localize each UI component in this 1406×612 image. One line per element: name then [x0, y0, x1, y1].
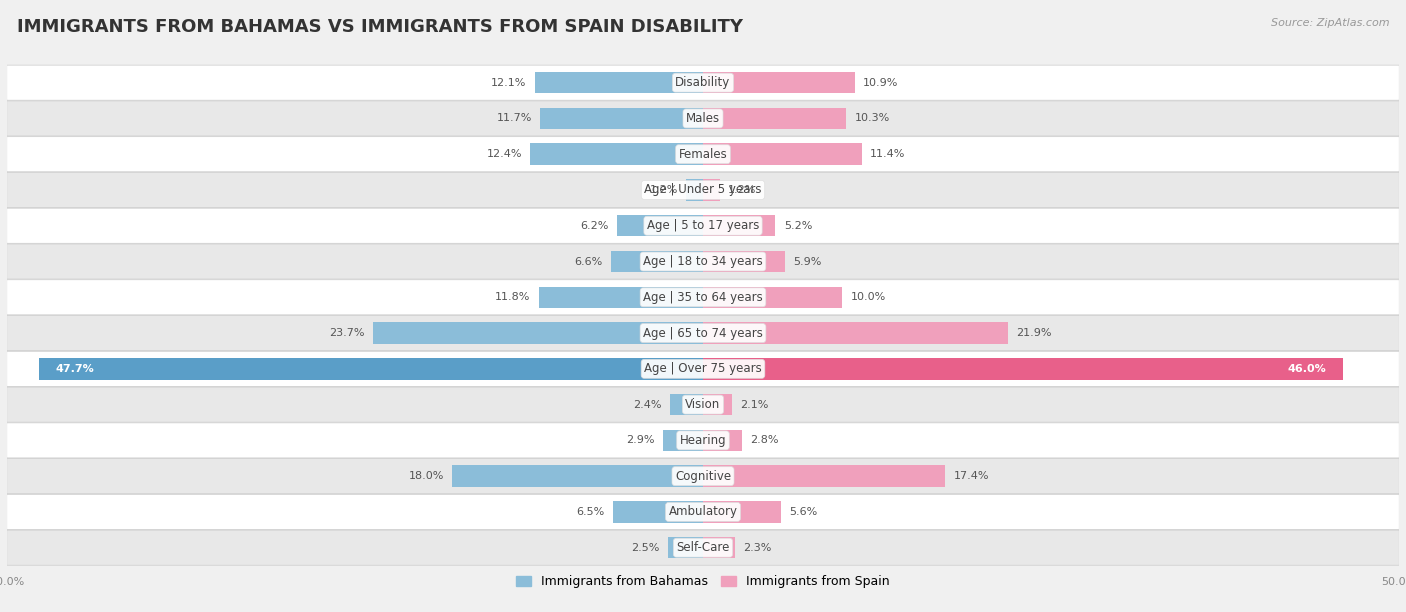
FancyBboxPatch shape: [7, 136, 1399, 172]
Text: Ambulatory: Ambulatory: [668, 506, 738, 518]
Bar: [703, 179, 720, 201]
Legend: Immigrants from Bahamas, Immigrants from Spain: Immigrants from Bahamas, Immigrants from…: [512, 570, 894, 594]
Text: 6.5%: 6.5%: [576, 507, 605, 517]
Text: 2.5%: 2.5%: [631, 543, 659, 553]
Bar: [703, 501, 780, 523]
Text: Hearing: Hearing: [679, 434, 727, 447]
Bar: [613, 501, 703, 523]
Text: Age | Over 75 years: Age | Over 75 years: [644, 362, 762, 375]
Text: 23.7%: 23.7%: [329, 328, 364, 338]
FancyBboxPatch shape: [7, 494, 1399, 529]
Bar: [669, 394, 703, 416]
Bar: [534, 72, 703, 94]
Bar: [373, 323, 703, 344]
FancyBboxPatch shape: [7, 173, 1399, 207]
Text: Females: Females: [679, 147, 727, 161]
Text: IMMIGRANTS FROM BAHAMAS VS IMMIGRANTS FROM SPAIN DISABILITY: IMMIGRANTS FROM BAHAMAS VS IMMIGRANTS FR…: [17, 18, 742, 36]
Text: 1.2%: 1.2%: [728, 185, 756, 195]
Bar: [703, 537, 735, 558]
Text: 2.1%: 2.1%: [741, 400, 769, 409]
Bar: [703, 215, 775, 236]
Bar: [703, 323, 1008, 344]
Bar: [703, 286, 842, 308]
Text: 21.9%: 21.9%: [1017, 328, 1052, 338]
Text: Age | 65 to 74 years: Age | 65 to 74 years: [643, 327, 763, 340]
FancyBboxPatch shape: [7, 244, 1399, 279]
Bar: [668, 537, 703, 558]
Text: 11.4%: 11.4%: [870, 149, 905, 159]
Text: Age | Under 5 years: Age | Under 5 years: [644, 184, 762, 196]
Text: Age | 5 to 17 years: Age | 5 to 17 years: [647, 219, 759, 232]
Bar: [538, 286, 703, 308]
Bar: [617, 215, 703, 236]
Text: 47.7%: 47.7%: [56, 364, 94, 374]
Bar: [703, 143, 862, 165]
Text: Disability: Disability: [675, 76, 731, 89]
Bar: [703, 72, 855, 94]
Text: 5.2%: 5.2%: [783, 221, 813, 231]
Text: Cognitive: Cognitive: [675, 469, 731, 483]
FancyBboxPatch shape: [7, 423, 1399, 458]
FancyBboxPatch shape: [7, 458, 1399, 494]
FancyBboxPatch shape: [7, 316, 1399, 351]
FancyBboxPatch shape: [7, 280, 1399, 315]
Bar: [686, 179, 703, 201]
Bar: [39, 358, 703, 379]
Bar: [703, 108, 846, 129]
Text: 5.6%: 5.6%: [789, 507, 817, 517]
FancyBboxPatch shape: [7, 65, 1399, 100]
Bar: [703, 358, 1343, 379]
FancyBboxPatch shape: [7, 208, 1399, 244]
Text: Self-Care: Self-Care: [676, 541, 730, 554]
Text: 2.9%: 2.9%: [626, 435, 654, 446]
Text: 1.2%: 1.2%: [650, 185, 678, 195]
Text: Source: ZipAtlas.com: Source: ZipAtlas.com: [1271, 18, 1389, 28]
Text: 6.6%: 6.6%: [575, 256, 603, 266]
Text: 11.7%: 11.7%: [496, 113, 531, 124]
Text: 10.0%: 10.0%: [851, 293, 886, 302]
Text: 46.0%: 46.0%: [1288, 364, 1327, 374]
Text: 2.4%: 2.4%: [633, 400, 661, 409]
Text: 12.4%: 12.4%: [486, 149, 522, 159]
Text: 17.4%: 17.4%: [953, 471, 988, 481]
Text: Age | 18 to 34 years: Age | 18 to 34 years: [643, 255, 763, 268]
FancyBboxPatch shape: [7, 387, 1399, 422]
Text: 6.2%: 6.2%: [579, 221, 609, 231]
FancyBboxPatch shape: [7, 351, 1399, 386]
FancyBboxPatch shape: [7, 530, 1399, 565]
Bar: [703, 251, 785, 272]
Text: Vision: Vision: [685, 398, 721, 411]
Bar: [662, 430, 703, 451]
Text: 10.9%: 10.9%: [863, 78, 898, 88]
Text: 18.0%: 18.0%: [409, 471, 444, 481]
Bar: [703, 465, 945, 487]
Bar: [703, 430, 742, 451]
Text: Age | 35 to 64 years: Age | 35 to 64 years: [643, 291, 763, 304]
Bar: [453, 465, 703, 487]
Text: 12.1%: 12.1%: [491, 78, 526, 88]
Text: 5.9%: 5.9%: [793, 256, 823, 266]
Bar: [703, 394, 733, 416]
Bar: [540, 108, 703, 129]
Text: Males: Males: [686, 112, 720, 125]
Text: 2.3%: 2.3%: [744, 543, 772, 553]
Bar: [612, 251, 703, 272]
FancyBboxPatch shape: [7, 101, 1399, 136]
Bar: [530, 143, 703, 165]
Text: 2.8%: 2.8%: [751, 435, 779, 446]
Text: 11.8%: 11.8%: [495, 293, 530, 302]
Text: 10.3%: 10.3%: [855, 113, 890, 124]
